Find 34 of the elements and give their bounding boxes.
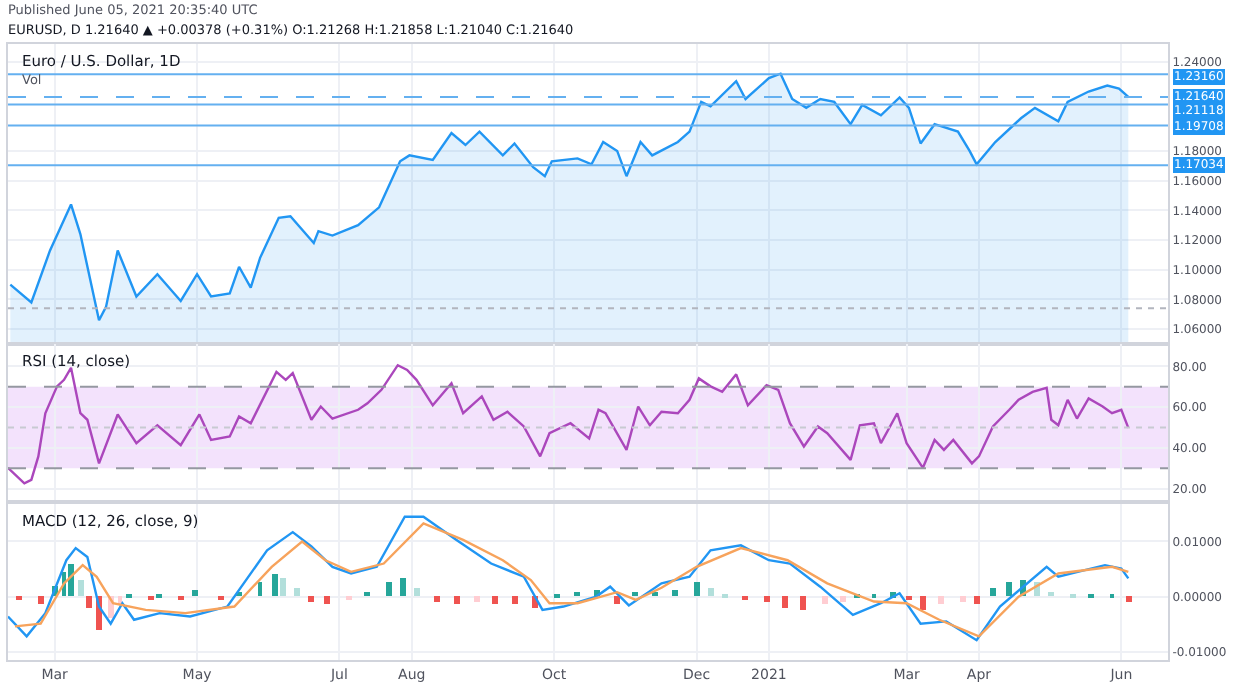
bar <box>1126 596 1132 602</box>
bar <box>280 578 286 596</box>
bar <box>294 588 300 596</box>
bar <box>512 596 518 604</box>
bar <box>474 596 480 602</box>
bar <box>614 596 620 604</box>
bar <box>840 596 846 602</box>
bar <box>938 596 944 604</box>
bar <box>400 578 406 596</box>
bar <box>454 596 460 604</box>
bar <box>822 596 828 604</box>
bar <box>990 588 996 596</box>
bar <box>974 596 980 604</box>
bar <box>672 590 678 596</box>
bar <box>38 596 44 604</box>
bar <box>308 596 314 602</box>
bar <box>960 596 966 602</box>
bar <box>414 588 420 596</box>
bar <box>782 596 788 608</box>
bar <box>386 582 392 596</box>
bar <box>708 588 714 596</box>
bar <box>1006 582 1012 596</box>
bar <box>764 596 770 602</box>
bar <box>258 582 262 596</box>
bar <box>920 596 926 610</box>
bar <box>434 596 440 602</box>
bar <box>78 580 84 596</box>
bar <box>272 574 278 596</box>
bar <box>86 596 92 608</box>
bar <box>192 590 198 596</box>
bar <box>800 596 806 610</box>
bar <box>324 596 330 604</box>
bar <box>492 596 498 604</box>
bar <box>694 582 700 596</box>
